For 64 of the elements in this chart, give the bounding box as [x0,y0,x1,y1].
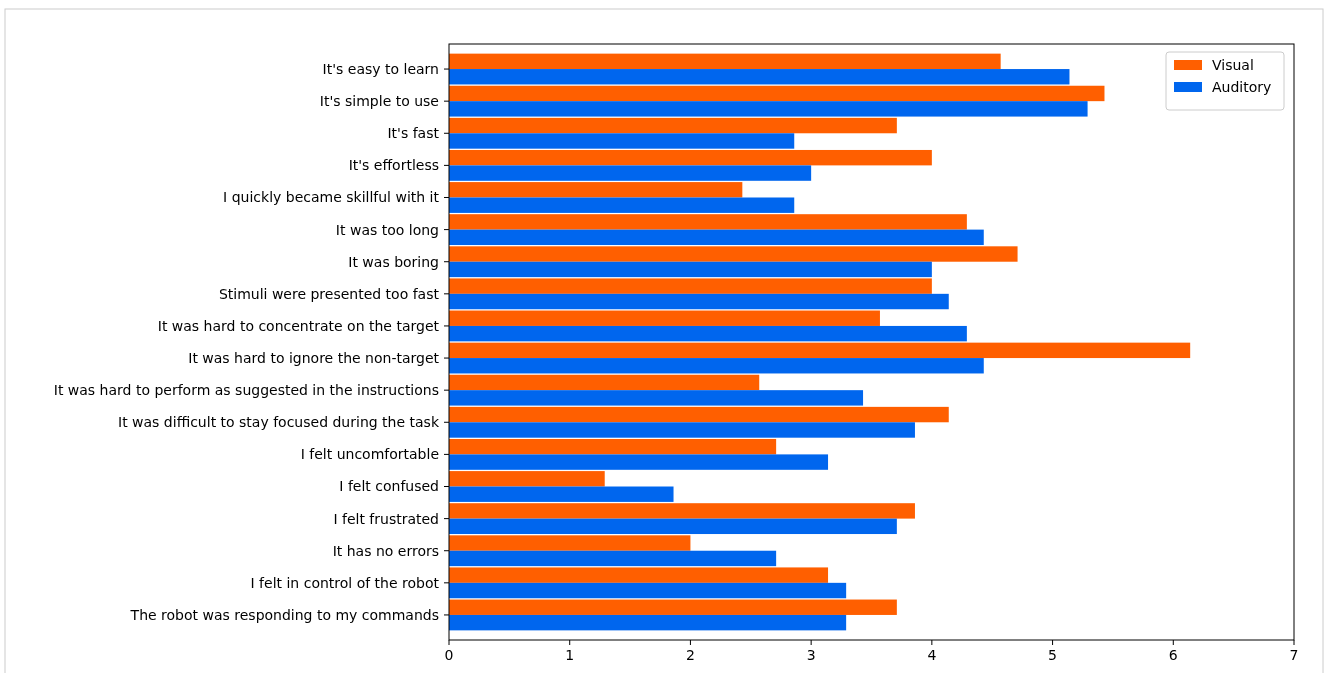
bar [449,454,829,470]
y-tick-label: It's easy to learn [322,60,439,77]
bar [449,342,1191,359]
bar [449,471,605,487]
bar [449,278,932,294]
y-tick-label: It was hard to ignore the non-target [188,349,440,366]
bar [449,53,1001,70]
bar [449,214,967,230]
bar [449,149,932,166]
y-tick-label: I felt confused [339,478,439,495]
x-tick-label: 5 [1048,647,1058,663]
bar [449,406,949,423]
y-tick-label: It was too long [335,221,439,238]
bar [449,518,897,535]
bar [449,182,743,198]
bar [449,582,847,599]
bar [449,133,795,149]
bar [449,261,932,278]
x-tick-label: 4 [927,647,937,663]
bar [449,614,847,631]
y-tick-label: It was difficult to stay focused during the task [118,414,440,431]
y-tick-label: I felt frustrated [333,510,439,527]
bar [449,599,897,615]
y-tick-label: It's effortless [348,157,439,174]
bar [449,422,915,438]
x-tick-label: 1 [565,647,575,663]
bar [449,390,864,406]
bar [449,567,829,583]
legend-label: Visual [1212,57,1254,73]
bar [449,503,915,519]
y-tick-label: It was hard to concentrate on the target [157,317,440,334]
x-tick-label: 3 [806,647,816,663]
bar [449,486,674,502]
y-tick-label: It was hard to perform as suggested in the instructions [53,382,439,399]
bar [449,438,777,455]
bar [449,358,984,374]
bar [449,165,812,181]
bar [449,69,1070,85]
bar [449,246,1018,262]
bar [449,229,984,246]
y-tick-label: I felt uncomfortable [300,446,439,463]
y-tick-label: It's simple to use [319,93,439,110]
y-tick-label: The robot was responding to my commands [129,606,439,623]
bar [449,117,897,134]
x-tick-label: 2 [685,647,695,663]
y-tick-label: It was boring [348,253,439,270]
x-tick-label: 6 [1168,647,1178,663]
x-tick-label: 0 [444,647,454,663]
y-tick-label: Stimuli were presented too fast [218,285,440,302]
bar [449,101,1088,117]
bar [449,535,691,551]
bar [449,550,777,567]
bar [449,293,949,310]
bar [449,374,760,391]
y-tick-label: I quickly became skillful with it [223,189,440,206]
y-tick-label: I felt in control of the robot [250,574,440,591]
y-tick-label: It has no errors [332,542,439,559]
y-tick-label: It's fast [387,125,440,142]
bar [449,197,795,213]
legend-label: Auditory [1212,79,1272,95]
bar [449,85,1105,102]
x-tick-label: 7 [1289,647,1299,663]
bar [449,325,967,342]
bar [449,310,880,326]
